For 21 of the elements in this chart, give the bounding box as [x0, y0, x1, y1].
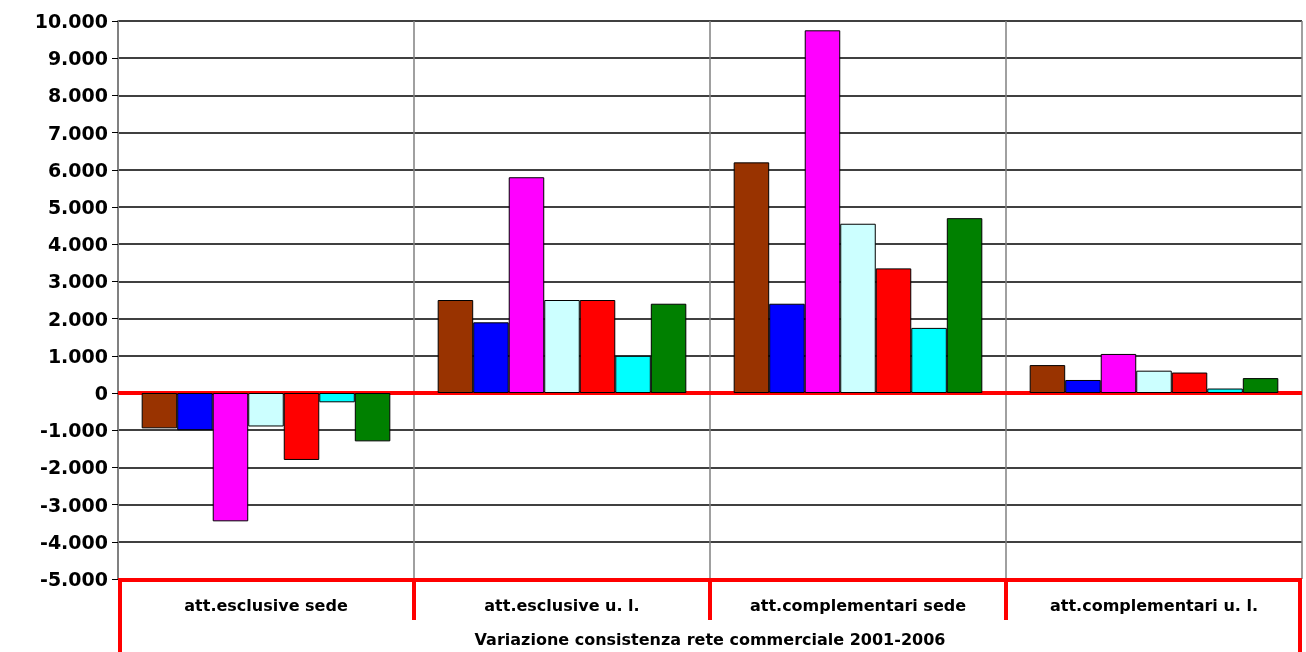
y-tick-label: 6.000: [47, 158, 108, 181]
y-tick-label: 2.000: [47, 307, 108, 330]
y-tick-label: 1.000: [47, 344, 108, 367]
x-tick-label: att.complementari u. l.: [1049, 595, 1259, 615]
y-tick-label: 0: [94, 382, 108, 404]
y-tick-label: -1.000: [40, 419, 108, 442]
x-tick-label: att.esclusive sede: [184, 595, 348, 615]
x-tick-label: att.complementari sede: [749, 595, 967, 615]
y-tick-label: 3.000: [47, 270, 108, 293]
y-tick-label: 9.000: [47, 47, 108, 70]
y-tick-label: 8.000: [47, 84, 108, 107]
x-tick-label: att.esclusive u. l.: [484, 595, 640, 615]
y-tick-label: 5.000: [47, 196, 108, 218]
y-tick-label: -2.000: [40, 456, 108, 479]
y-tick-label: 10.000: [34, 10, 108, 32]
y-tick-label: 7.000: [47, 121, 108, 144]
y-tick-label: 4.000: [47, 233, 108, 256]
y-tick-label: -5.000: [40, 568, 108, 590]
y-tick-label: -3.000: [40, 493, 108, 516]
y-tick-label: -4.000: [40, 530, 108, 553]
x-axis-title: Variazione consistenza rete commerciale 2001-2006: [474, 629, 946, 649]
